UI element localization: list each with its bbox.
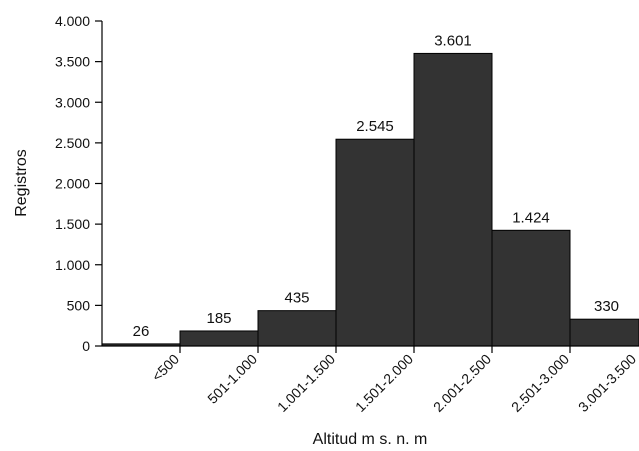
- bars-layer: [101, 52, 639, 347]
- x-tick-label: 2.001-2.500: [430, 351, 494, 415]
- data-label: 2.545: [356, 118, 394, 135]
- data-label: 435: [284, 290, 309, 307]
- y-tick-label: 2.500: [55, 135, 90, 151]
- y-tick-label: 500: [67, 297, 91, 313]
- x-tick-label: 501-1.000: [204, 351, 260, 407]
- y-axis-title: Registros: [13, 149, 30, 217]
- y-tick-label: 1.500: [55, 216, 90, 232]
- y-ticks: 0 500 1.000 1.500 2.000 2.500 3.000 3.500 4.000: [55, 13, 102, 354]
- bar: [179, 330, 259, 347]
- data-label: 1.424: [512, 209, 550, 226]
- x-tick-label: 1.001-1.500: [274, 351, 338, 415]
- x-tick-label: 1.501-2.000: [352, 351, 416, 415]
- y-tick-label: 3.000: [55, 94, 90, 110]
- data-label: 330: [594, 298, 619, 315]
- bar: [413, 52, 493, 347]
- x-tick-label: 3.001-3.500: [575, 351, 639, 415]
- data-label: 185: [206, 310, 231, 327]
- y-tick-label: 1.000: [55, 257, 90, 273]
- x-axis-title: Altitud m s. n. m: [313, 431, 428, 448]
- y-tick-label: 0: [82, 338, 90, 354]
- x-ticks: <500 501-1.000 1.001-1.500 1.501-2.000 2.001…: [149, 346, 639, 415]
- y-tick-label: 3.500: [55, 54, 90, 70]
- bar: [491, 229, 571, 347]
- bar: [335, 138, 415, 347]
- x-tick-label: 2.501-3.000: [508, 351, 572, 415]
- data-label: 26: [133, 323, 150, 340]
- y-tick-label: 4.000: [55, 13, 90, 29]
- y-tick-label: 2.000: [55, 176, 90, 192]
- data-label: 3.601: [434, 32, 472, 49]
- bar: [569, 318, 639, 347]
- x-tick-label: <500: [149, 351, 183, 385]
- bar: [257, 310, 337, 347]
- data-labels: 26 185 435 2.545 3.601 1.424 330: [133, 32, 619, 339]
